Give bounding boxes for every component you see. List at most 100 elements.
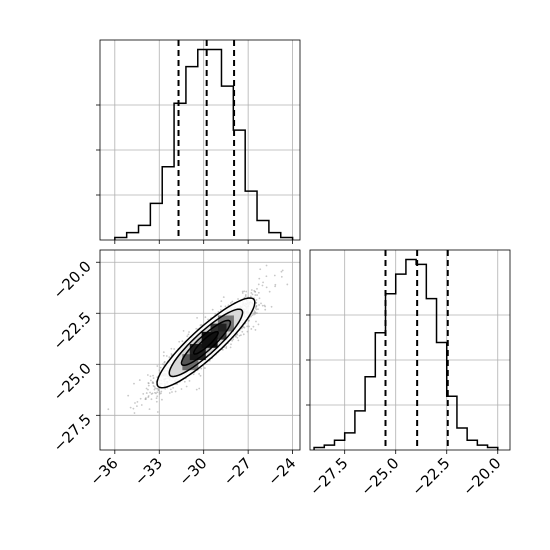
- sample-point: [254, 294, 257, 296]
- sample-point: [260, 302, 262, 305]
- sample-point: [173, 348, 176, 350]
- sample-point: [132, 407, 135, 410]
- sample-point: [188, 380, 191, 382]
- sample-point: [171, 391, 173, 393]
- sample-point: [182, 329, 185, 332]
- histogram-step: [313, 258, 499, 450]
- sample-point: [199, 374, 202, 377]
- sample-point: [286, 283, 289, 286]
- sample-point: [236, 333, 238, 336]
- sample-point: [265, 275, 268, 278]
- sample-point: [274, 285, 277, 288]
- sample-point: [224, 305, 227, 308]
- sample-point: [152, 384, 155, 387]
- sample-point: [256, 294, 259, 296]
- sample-point: [250, 292, 253, 294]
- sample-point: [188, 331, 190, 333]
- sample-point: [158, 392, 161, 395]
- sample-point: [147, 384, 150, 387]
- sample-point: [265, 286, 268, 289]
- sample-point: [192, 373, 195, 376]
- sample-point: [170, 347, 173, 350]
- sample-point: [261, 304, 264, 307]
- sample-point: [255, 305, 258, 308]
- y-tick-label: −22.5: [50, 308, 95, 353]
- sample-point: [199, 324, 202, 327]
- sample-point: [207, 318, 209, 321]
- sample-point: [156, 395, 159, 398]
- sample-point: [161, 398, 163, 401]
- sample-point: [248, 325, 250, 328]
- sample-point: [170, 353, 173, 355]
- sample-point: [258, 297, 261, 300]
- sample-point: [155, 387, 158, 390]
- sample-point: [244, 294, 247, 296]
- sample-point: [150, 379, 152, 382]
- sample-point: [243, 326, 246, 329]
- sample-point: [264, 308, 267, 311]
- sample-point: [241, 292, 244, 294]
- density-contours: [156, 297, 256, 389]
- sample-point: [187, 333, 190, 336]
- sample-point: [155, 392, 157, 395]
- density-core-cell: [217, 315, 234, 332]
- y-tick-label: −27.5: [50, 410, 95, 455]
- sample-point: [150, 398, 153, 401]
- sample-point: [268, 290, 271, 293]
- sample-point: [242, 333, 245, 336]
- sample-point: [152, 377, 155, 379]
- sample-point: [217, 310, 220, 313]
- sample-point: [219, 308, 222, 311]
- axes-frame: [99, 39, 301, 241]
- sample-point: [147, 395, 150, 397]
- sample-point: [133, 382, 135, 385]
- sample-point: [183, 380, 186, 383]
- sample-point: [154, 387, 157, 390]
- sample-point: [229, 346, 232, 349]
- sample-point: [158, 369, 161, 372]
- sample-point: [136, 400, 139, 403]
- sample-point: [244, 295, 247, 298]
- sample-point: [255, 301, 258, 304]
- sample-point: [142, 392, 145, 395]
- sample-point: [214, 313, 217, 315]
- sample-point: [168, 356, 171, 359]
- sample-point: [156, 365, 159, 367]
- sample-point: [107, 408, 110, 411]
- sample-point: [222, 296, 225, 299]
- sample-point: [249, 295, 252, 298]
- x-tick-label: −27: [220, 454, 255, 489]
- sample-point: [241, 290, 244, 293]
- sample-point: [262, 281, 264, 284]
- sample-point: [236, 336, 239, 339]
- sample-point: [254, 311, 257, 314]
- y-tick-label: −20.0: [50, 257, 95, 302]
- sample-point: [270, 305, 273, 308]
- sample-point: [136, 405, 138, 408]
- sample-point: [147, 382, 150, 385]
- x-tick-label: −24: [264, 454, 299, 489]
- sample-point: [257, 323, 260, 326]
- contour-line-level-3: [168, 308, 244, 378]
- sample-point: [261, 284, 264, 287]
- sample-point: [227, 304, 230, 307]
- sample-point: [251, 314, 254, 316]
- sample-point: [259, 268, 262, 271]
- sample-point: [255, 320, 257, 323]
- sample-point: [240, 334, 242, 336]
- sample-point: [250, 315, 252, 318]
- sample-point: [253, 313, 255, 316]
- sample-point: [237, 298, 239, 300]
- sample-point: [203, 367, 206, 369]
- sample-point: [257, 291, 260, 294]
- sample-point: [155, 400, 158, 403]
- contour-line-level-2: [180, 319, 232, 367]
- sample-point: [129, 406, 132, 409]
- sample-point: [139, 397, 142, 400]
- sample-point: [280, 275, 283, 278]
- sample-point: [158, 391, 161, 393]
- sample-point: [220, 305, 222, 308]
- histogram-step: [114, 48, 294, 240]
- sample-point: [237, 339, 240, 342]
- sample-point: [274, 283, 277, 286]
